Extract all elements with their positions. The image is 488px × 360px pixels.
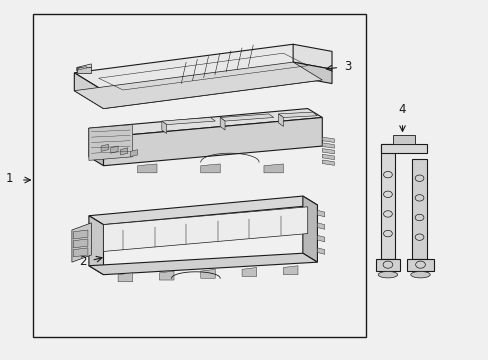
Polygon shape <box>322 143 334 148</box>
Polygon shape <box>392 135 414 144</box>
Polygon shape <box>201 269 215 278</box>
Ellipse shape <box>410 271 429 278</box>
Polygon shape <box>89 216 103 275</box>
Polygon shape <box>292 62 331 84</box>
Polygon shape <box>103 207 307 251</box>
Polygon shape <box>89 128 103 166</box>
Polygon shape <box>322 149 334 154</box>
Polygon shape <box>317 210 324 217</box>
Polygon shape <box>407 258 433 271</box>
Polygon shape <box>322 137 334 143</box>
Text: 1: 1 <box>6 172 14 185</box>
Polygon shape <box>78 66 86 70</box>
Polygon shape <box>118 273 132 282</box>
Polygon shape <box>74 44 322 91</box>
Polygon shape <box>101 144 108 152</box>
Polygon shape <box>73 239 88 248</box>
Polygon shape <box>77 67 91 73</box>
Polygon shape <box>302 196 317 262</box>
Polygon shape <box>73 248 88 257</box>
Polygon shape <box>73 230 88 239</box>
Text: 4: 4 <box>398 103 406 116</box>
Polygon shape <box>72 223 91 262</box>
Polygon shape <box>322 160 334 165</box>
Polygon shape <box>278 114 283 126</box>
Polygon shape <box>120 148 127 155</box>
Polygon shape <box>162 117 215 125</box>
Polygon shape <box>89 253 317 275</box>
Polygon shape <box>89 125 132 160</box>
Polygon shape <box>322 154 334 159</box>
Ellipse shape <box>377 271 397 278</box>
Polygon shape <box>375 258 399 271</box>
Polygon shape <box>77 64 91 71</box>
Polygon shape <box>162 121 166 134</box>
Text: 2: 2 <box>79 255 86 268</box>
Polygon shape <box>201 164 220 173</box>
Polygon shape <box>317 248 324 254</box>
Polygon shape <box>220 114 273 121</box>
Polygon shape <box>74 62 322 109</box>
Polygon shape <box>242 267 256 276</box>
Polygon shape <box>278 112 317 117</box>
Text: 3: 3 <box>344 60 351 73</box>
Polygon shape <box>103 117 322 166</box>
Polygon shape <box>220 117 224 130</box>
Polygon shape <box>103 62 322 109</box>
Polygon shape <box>411 158 426 258</box>
Polygon shape <box>283 266 297 275</box>
Polygon shape <box>380 144 426 153</box>
Polygon shape <box>317 223 324 229</box>
Polygon shape <box>74 73 103 109</box>
Polygon shape <box>317 235 324 242</box>
Polygon shape <box>159 271 174 280</box>
Polygon shape <box>130 150 137 157</box>
Polygon shape <box>89 196 317 225</box>
Polygon shape <box>292 44 331 69</box>
Polygon shape <box>264 164 283 173</box>
Polygon shape <box>380 144 394 258</box>
Polygon shape <box>137 164 157 173</box>
Polygon shape <box>89 109 322 137</box>
Bar <box>33 14 366 337</box>
Polygon shape <box>111 146 118 153</box>
